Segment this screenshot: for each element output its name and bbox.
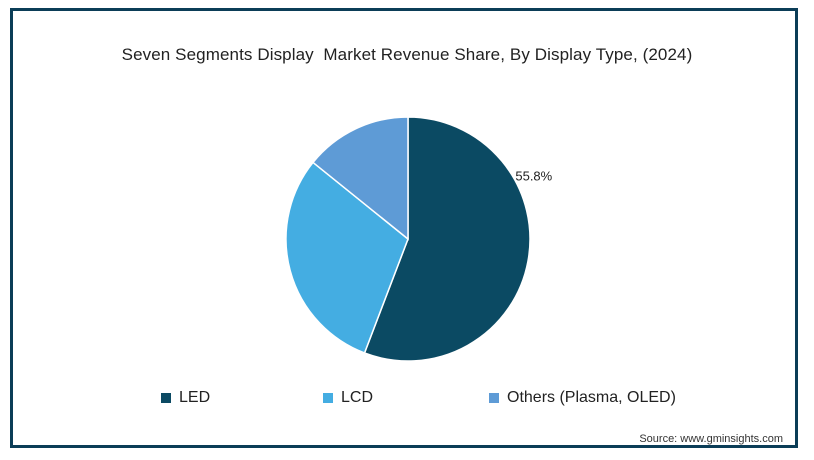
pie-slice-led (363, 116, 531, 362)
legend-label-lcd: LCD (341, 389, 374, 406)
pie-data-labels: 55.8% (515, 168, 552, 183)
legend-label-led: LED (179, 389, 211, 406)
legend-swatch-lcd (323, 393, 333, 403)
data-label-0: 55.8% (515, 168, 552, 183)
source-note: Source: www.gminsights.com (639, 433, 783, 445)
chart-legend: LED LCD Others (Plasma, OLED) (13, 389, 801, 413)
pie-slice-lcd (285, 161, 409, 354)
pie-chart: 55.8% (285, 116, 553, 362)
chart-frame: Seven Segments Display Market Revenue Sh… (10, 8, 798, 448)
pie-slice-others-plasma-oled (311, 116, 409, 241)
legend-item-lcd: LCD (323, 389, 373, 407)
chart-title: Seven Segments Display Market Revenue Sh… (121, 45, 693, 64)
legend-item-led: LED (161, 389, 210, 407)
legend-swatch-others (489, 393, 499, 403)
legend-label-others: Others (Plasma, OLED) (507, 389, 676, 406)
pie-slices (285, 116, 531, 362)
legend-swatch-led (161, 393, 171, 403)
legend-item-others: Others (Plasma, OLED) (489, 389, 676, 407)
